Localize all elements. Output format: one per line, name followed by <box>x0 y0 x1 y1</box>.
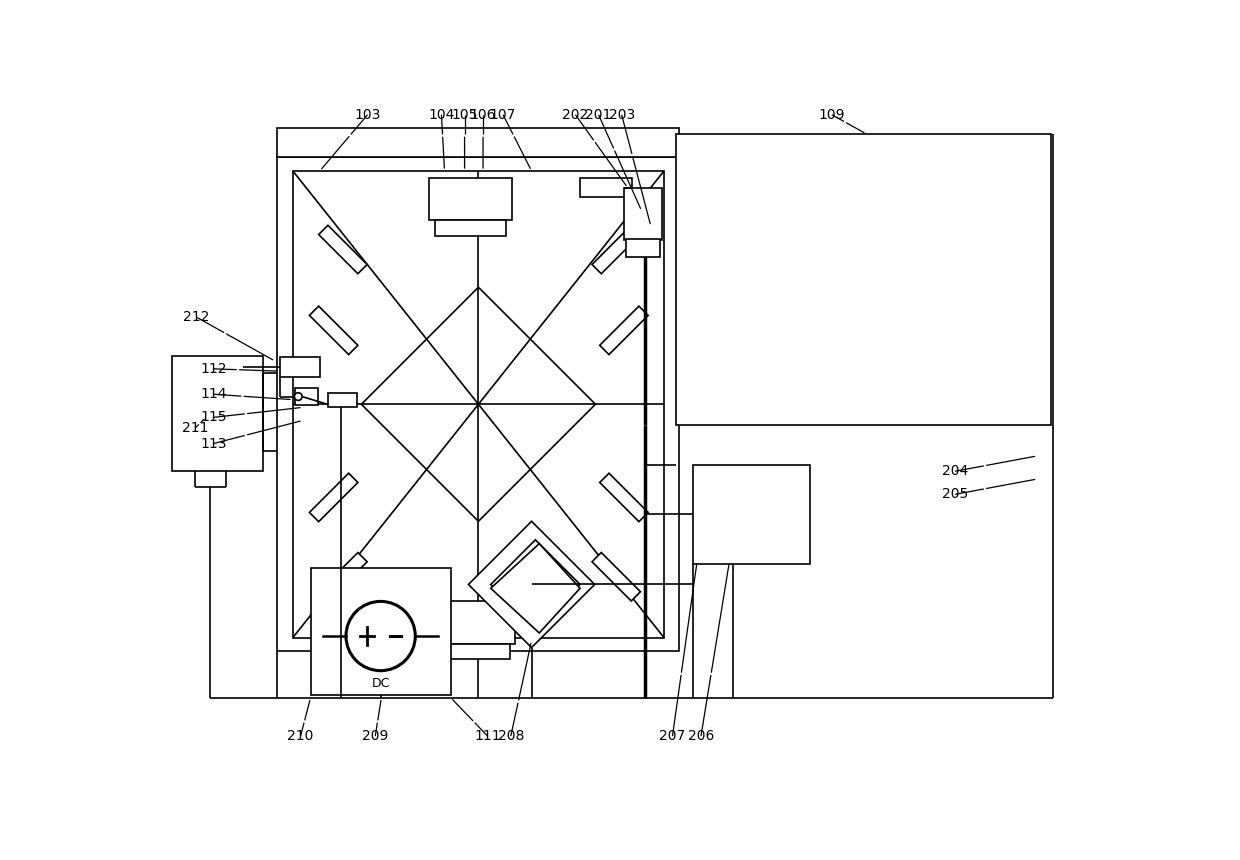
Bar <box>441 601 516 644</box>
Polygon shape <box>310 473 358 522</box>
Text: 112: 112 <box>201 362 227 376</box>
Bar <box>580 178 632 197</box>
Text: 109: 109 <box>818 108 846 122</box>
Text: 210: 210 <box>288 729 314 743</box>
Text: 115: 115 <box>201 410 227 424</box>
Text: 103: 103 <box>355 108 381 122</box>
Text: 114: 114 <box>201 387 227 402</box>
Polygon shape <box>591 225 641 273</box>
Bar <box>280 357 320 377</box>
Text: 106: 106 <box>470 108 496 122</box>
Text: 111: 111 <box>475 729 501 743</box>
Text: 107: 107 <box>490 108 516 122</box>
Bar <box>278 157 680 651</box>
Polygon shape <box>491 544 580 633</box>
Text: 206: 206 <box>688 729 714 743</box>
Text: 205: 205 <box>942 488 968 501</box>
Bar <box>429 178 512 220</box>
Text: 202: 202 <box>562 108 589 122</box>
Text: 104: 104 <box>428 108 455 122</box>
Text: 208: 208 <box>497 729 525 743</box>
Text: 204: 204 <box>942 464 968 478</box>
Bar <box>435 220 506 236</box>
Bar <box>624 187 662 240</box>
Polygon shape <box>491 540 580 630</box>
Bar <box>310 568 450 695</box>
Polygon shape <box>469 521 595 648</box>
Bar <box>293 171 663 637</box>
Text: 105: 105 <box>451 108 477 122</box>
Bar <box>693 465 810 563</box>
Bar <box>278 128 680 157</box>
Bar <box>626 239 660 257</box>
Text: 211: 211 <box>182 421 208 435</box>
Polygon shape <box>600 473 649 522</box>
Text: 203: 203 <box>609 108 635 122</box>
Text: 212: 212 <box>184 310 210 324</box>
Text: 201: 201 <box>585 108 611 122</box>
Polygon shape <box>591 552 641 601</box>
Polygon shape <box>310 306 358 354</box>
Circle shape <box>294 393 303 401</box>
Text: DC: DC <box>372 678 389 691</box>
Bar <box>446 644 510 659</box>
Text: 207: 207 <box>660 729 686 743</box>
Text: 113: 113 <box>201 437 227 451</box>
Bar <box>327 394 357 408</box>
Circle shape <box>346 601 415 671</box>
Bar <box>172 356 263 471</box>
Polygon shape <box>600 306 649 354</box>
Polygon shape <box>319 225 367 273</box>
Bar <box>295 388 319 405</box>
Polygon shape <box>319 552 367 601</box>
Text: 209: 209 <box>362 729 388 743</box>
Bar <box>676 134 1052 425</box>
